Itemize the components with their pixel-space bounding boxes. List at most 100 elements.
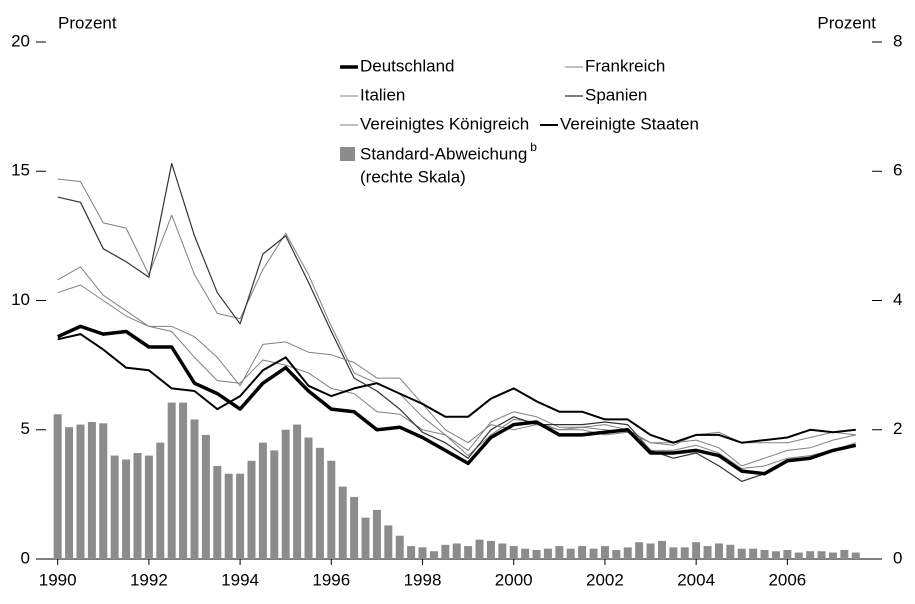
y2-axis-label: Prozent (817, 13, 876, 32)
bar (657, 540, 666, 559)
bar (543, 548, 552, 559)
line (57, 333, 856, 444)
bar (600, 546, 609, 559)
x-tick-label: 1992 (130, 570, 168, 589)
x-tick-label: 1994 (221, 570, 259, 589)
legend-label: Vereinigtes Königreich (360, 114, 529, 133)
bar (806, 551, 815, 559)
legend-symbol (340, 147, 355, 161)
bar (498, 543, 507, 559)
bar (87, 421, 96, 559)
bar (304, 437, 313, 559)
bar (293, 424, 302, 559)
y-tick-label: 0 (21, 548, 30, 567)
bar (486, 540, 495, 559)
legend-label: Deutschland (360, 56, 455, 75)
bar (190, 419, 199, 559)
bar (384, 525, 393, 559)
bar (122, 459, 131, 559)
y-tick-label: 15 (11, 161, 30, 180)
bar (680, 547, 689, 559)
bar (361, 517, 370, 559)
x-tick-label: 2006 (768, 570, 806, 589)
y-axis-label: Prozent (58, 13, 117, 32)
bar (53, 414, 62, 559)
bar (179, 402, 188, 559)
bar (578, 546, 587, 559)
y-tick-label: 10 (11, 290, 30, 309)
bar (213, 465, 222, 559)
bar (372, 509, 381, 559)
bar (851, 552, 860, 559)
y2-tick-label: 4 (893, 290, 902, 309)
line (56, 324, 857, 476)
legend-label: Italien (360, 85, 405, 104)
bar (623, 547, 632, 559)
y2-tick-label: 8 (893, 31, 902, 50)
x-tick-label: 1998 (404, 570, 442, 589)
bar (817, 551, 826, 559)
bar (509, 546, 518, 559)
bar (418, 547, 427, 559)
bar (65, 427, 74, 559)
bar (646, 543, 655, 559)
bar (692, 542, 701, 559)
line (57, 162, 856, 482)
bar (350, 496, 359, 559)
bar (464, 546, 473, 559)
bar (749, 548, 758, 559)
bar (555, 546, 564, 559)
bar (612, 549, 621, 559)
y2-tick-label: 6 (893, 161, 902, 180)
bar (236, 473, 245, 559)
x-tick-label: 2000 (495, 570, 533, 589)
bar (714, 543, 723, 559)
bar (327, 460, 336, 559)
bar (395, 535, 404, 559)
bar (635, 542, 644, 559)
bar (771, 551, 780, 559)
bar (201, 434, 210, 559)
line (57, 266, 856, 446)
line (57, 178, 856, 467)
bar (429, 551, 438, 559)
bar (156, 442, 165, 559)
legend-note: (rechte Skala) (360, 167, 466, 186)
legend-footnote: b (530, 140, 537, 154)
legend-label: Frankreich (585, 56, 665, 75)
bar (828, 552, 837, 559)
x-tick-label: 2002 (586, 570, 624, 589)
bar (258, 442, 267, 559)
bar (315, 447, 324, 559)
y2-tick-label: 0 (893, 548, 902, 567)
bar (737, 548, 746, 559)
bar (270, 450, 279, 559)
bar (76, 424, 85, 559)
bar (726, 544, 735, 559)
bar (441, 544, 450, 559)
y-tick-label: 20 (11, 31, 30, 50)
bar (760, 549, 769, 559)
bar (224, 473, 233, 559)
bar (840, 549, 849, 559)
bar (794, 552, 803, 559)
bar (475, 539, 484, 559)
bar (669, 547, 678, 559)
line (57, 284, 856, 469)
bar (110, 455, 119, 559)
legend-label: Vereinigte Staaten (560, 114, 699, 133)
bar (566, 548, 575, 559)
bar (99, 423, 108, 559)
bar (452, 543, 461, 559)
bar (783, 549, 792, 559)
bar (589, 548, 598, 559)
legend-label: Standard-Abweichung (360, 144, 527, 163)
bar (167, 402, 176, 559)
y-tick-label: 5 (21, 419, 30, 438)
bar (338, 486, 347, 559)
bar (247, 460, 256, 559)
bar (281, 429, 290, 559)
bar (144, 455, 153, 559)
